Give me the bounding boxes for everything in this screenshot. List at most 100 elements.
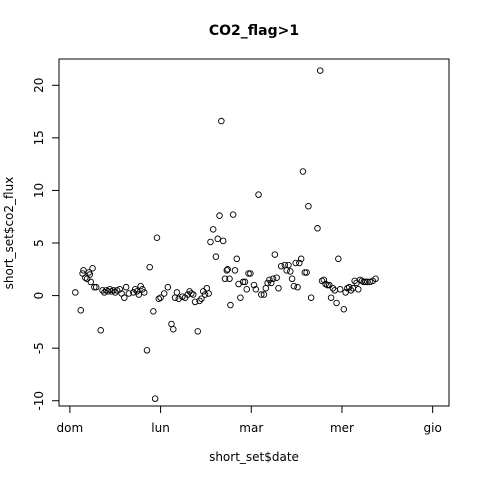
data-point <box>269 275 277 283</box>
data-point <box>125 290 133 297</box>
data-point <box>205 290 212 297</box>
data-point <box>143 347 151 354</box>
data-point <box>218 117 225 125</box>
data-point <box>72 289 79 296</box>
data-point <box>231 267 239 274</box>
data-point <box>333 299 340 307</box>
data-point <box>277 262 285 270</box>
data-point <box>201 291 209 298</box>
data-point <box>216 212 223 219</box>
data-point <box>77 307 85 314</box>
data-points <box>72 67 379 402</box>
data-point <box>89 265 96 272</box>
data-point <box>247 270 254 277</box>
data-point <box>173 289 181 296</box>
data-point <box>260 291 268 298</box>
data-point <box>287 268 294 275</box>
data-point <box>237 294 244 301</box>
data-point <box>294 283 301 291</box>
data-point <box>245 270 252 277</box>
y-tick-label: -10 <box>32 391 46 411</box>
data-point <box>241 278 249 286</box>
data-point <box>131 286 139 293</box>
data-point <box>372 275 379 283</box>
data-point <box>329 284 337 292</box>
data-point <box>320 276 328 284</box>
data-point <box>121 294 128 301</box>
x-tick-label: mer <box>330 421 354 435</box>
data-point <box>290 282 298 290</box>
data-point <box>221 275 229 283</box>
data-point <box>252 286 260 293</box>
data-point <box>362 278 369 286</box>
x-axis-label: short_set$date <box>209 450 299 464</box>
data-point <box>87 278 94 286</box>
data-point <box>135 291 143 298</box>
data-point <box>327 294 335 301</box>
data-point <box>157 294 164 301</box>
data-point <box>80 267 87 274</box>
x-tick-label: lun <box>151 421 170 435</box>
x-tick-label: gio <box>424 421 442 435</box>
data-point <box>223 267 231 274</box>
data-point <box>314 225 321 232</box>
data-point <box>151 395 159 402</box>
data-point <box>106 286 114 293</box>
data-point <box>266 276 273 284</box>
y-tick-label: 15 <box>32 130 46 145</box>
data-point <box>160 290 168 297</box>
data-point <box>212 253 220 260</box>
data-point <box>186 288 193 295</box>
data-point <box>116 286 124 293</box>
data-point <box>239 278 247 286</box>
data-point <box>141 289 148 296</box>
data-point <box>133 288 141 295</box>
y-axis: -10 -5 0 5 10 15 20 <box>32 78 60 411</box>
data-point <box>288 275 296 283</box>
data-point <box>305 202 312 210</box>
data-point <box>130 289 137 296</box>
data-point <box>342 289 349 296</box>
data-point <box>175 295 182 302</box>
data-point <box>335 255 342 263</box>
data-point <box>164 283 172 291</box>
data-point <box>229 211 237 218</box>
x-tick-label: mar <box>239 421 263 435</box>
data-point <box>285 261 292 269</box>
data-point <box>250 281 258 289</box>
data-point <box>264 279 271 287</box>
data-point <box>122 283 130 291</box>
data-point <box>307 294 315 301</box>
y-tick-label: 0 <box>32 292 46 300</box>
y-tick-label: 5 <box>32 239 46 247</box>
data-point <box>198 295 205 302</box>
data-point <box>110 287 117 294</box>
data-point <box>224 266 231 273</box>
y-tick-label: 10 <box>32 183 46 198</box>
data-point <box>189 291 197 298</box>
data-point <box>227 301 234 309</box>
data-point <box>226 275 233 283</box>
data-point <box>97 327 104 334</box>
data-point <box>326 281 333 289</box>
data-point <box>191 298 199 306</box>
data-point <box>297 255 305 263</box>
data-point <box>324 281 331 289</box>
data-point <box>347 287 355 294</box>
data-point <box>92 283 100 291</box>
data-point <box>150 308 157 315</box>
y-tick-label: 20 <box>32 78 46 93</box>
data-point <box>139 286 146 293</box>
data-point <box>355 286 362 293</box>
data-point <box>146 263 153 271</box>
data-point <box>336 286 344 293</box>
data-point <box>207 238 214 246</box>
data-point <box>267 279 275 287</box>
data-point <box>101 289 108 296</box>
data-point <box>86 271 94 278</box>
data-point <box>209 226 217 233</box>
data-point <box>340 306 348 313</box>
data-point <box>345 283 353 291</box>
